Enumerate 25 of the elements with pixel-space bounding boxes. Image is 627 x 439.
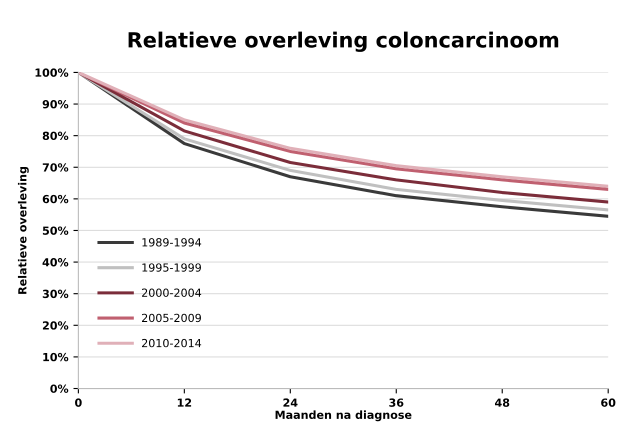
legend-label: 2000-2004: [142, 288, 202, 297]
x-tick-label: 0: [75, 398, 82, 407]
y-tick-label: 10%: [43, 352, 68, 362]
y-axis-title: Relatieve overleving: [18, 166, 29, 294]
legend-label: 1995-1999: [142, 263, 201, 272]
y-tick-label: 80%: [42, 132, 68, 140]
y-tick-label: 0%: [50, 384, 68, 393]
chart-title: Relatieve overleving coloncarcinoom: [128, 32, 558, 52]
legend-label: 1989-1994: [142, 238, 202, 247]
x-tick-label: 12: [178, 398, 192, 407]
x-tick-label: 24: [283, 398, 298, 407]
y-tick-label: 20%: [42, 321, 68, 330]
legend-label: 2005-2009: [142, 314, 201, 322]
x-axis-title: Maanden na diagnose: [276, 410, 412, 422]
y-tick-label: 70%: [42, 163, 68, 172]
y-tick-label: 40%: [42, 258, 68, 266]
y-tick-label: 30%: [42, 290, 68, 298]
legend-label: 2010-2014: [142, 338, 202, 348]
x-tick-label: 36: [389, 398, 404, 407]
x-tick-label: 60: [601, 398, 616, 407]
y-tick-label: 60%: [42, 194, 68, 204]
y-tick-label: 50%: [42, 226, 68, 235]
x-tick-label: 48: [494, 398, 510, 407]
y-tick-label: 90%: [42, 100, 68, 108]
y-tick-label: 100%: [36, 68, 68, 77]
